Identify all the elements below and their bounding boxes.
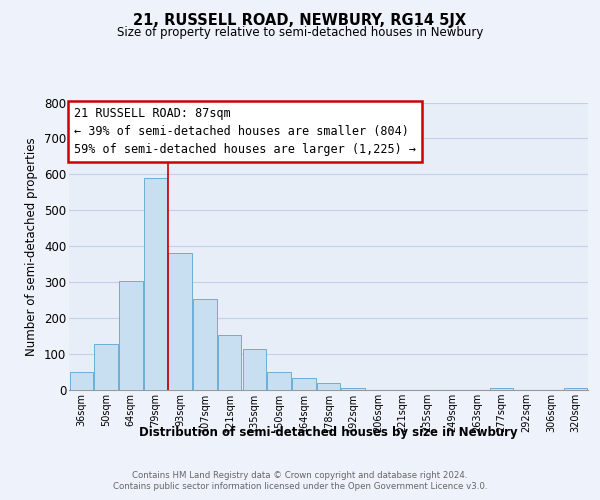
Bar — [218, 336, 241, 390]
Text: 21, RUSSELL ROAD, NEWBURY, RG14 5JX: 21, RUSSELL ROAD, NEWBURY, RG14 5JX — [133, 12, 467, 28]
Text: Size of property relative to semi-detached houses in Newbury: Size of property relative to semi-detach… — [117, 26, 483, 39]
Bar — [292, 378, 316, 390]
Bar — [242, 348, 266, 390]
Bar — [169, 254, 192, 390]
Bar — [119, 282, 143, 390]
Bar — [490, 388, 513, 390]
Text: Contains HM Land Registry data © Crown copyright and database right 2024.: Contains HM Land Registry data © Crown c… — [132, 471, 468, 480]
Text: Contains public sector information licensed under the Open Government Licence v3: Contains public sector information licen… — [113, 482, 487, 491]
Bar — [268, 372, 291, 390]
Y-axis label: Number of semi-detached properties: Number of semi-detached properties — [25, 137, 38, 356]
Bar — [564, 388, 587, 390]
Bar — [341, 388, 365, 390]
Text: Distribution of semi-detached houses by size in Newbury: Distribution of semi-detached houses by … — [139, 426, 518, 439]
Bar — [94, 344, 118, 390]
Bar — [193, 299, 217, 390]
Bar — [144, 178, 167, 390]
Text: 21 RUSSELL ROAD: 87sqm
← 39% of semi-detached houses are smaller (804)
59% of se: 21 RUSSELL ROAD: 87sqm ← 39% of semi-det… — [74, 107, 416, 156]
Bar — [70, 372, 93, 390]
Bar — [317, 383, 340, 390]
